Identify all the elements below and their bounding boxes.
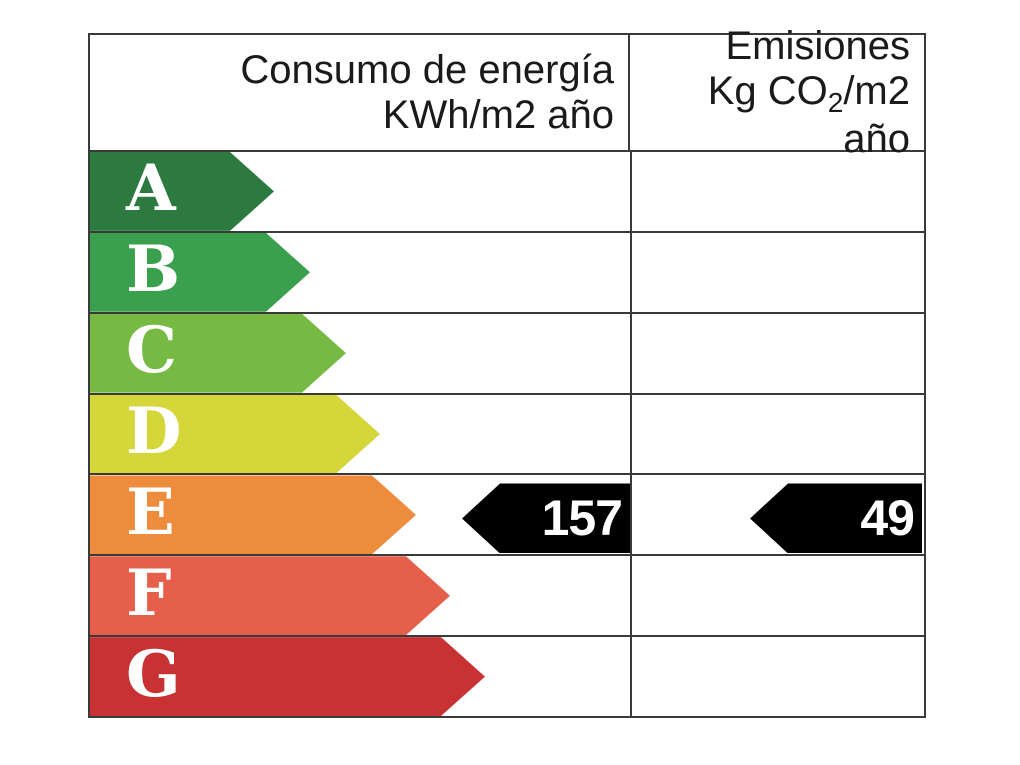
rating-letter-a: A bbox=[126, 151, 176, 227]
header-emissions-line1: Emisiones bbox=[725, 23, 910, 68]
rating-row-a: A bbox=[90, 152, 924, 233]
rating-bar-g: G bbox=[90, 637, 485, 716]
rating-bar-f: F bbox=[90, 556, 450, 635]
rating-bar-c: C bbox=[90, 314, 346, 393]
rating-letter-g: G bbox=[126, 636, 181, 712]
header-emissions-line2: Kg CO2/m2 año bbox=[630, 69, 910, 162]
header-emissions-unit-pre: Kg CO bbox=[707, 68, 828, 113]
rating-row-c: C bbox=[90, 314, 924, 395]
rating-row-f: F bbox=[90, 556, 924, 638]
table-header: Consumo de energía KWh/m2 año Emisiones … bbox=[90, 24, 924, 161]
header-consumption-line2: KWh/m2 año bbox=[382, 92, 614, 137]
column-divider-line bbox=[630, 152, 632, 716]
co2-subscript: 2 bbox=[827, 86, 844, 118]
header-emissions: Emisiones Kg CO2/m2 año bbox=[630, 24, 924, 161]
rating-letter-c: C bbox=[126, 313, 177, 389]
header-consumption: Consumo de energía KWh/m2 año bbox=[90, 35, 630, 150]
rating-rows: A B C D E bbox=[90, 152, 924, 716]
rating-letter-d: D bbox=[126, 394, 182, 469]
emissions-value-arrow-icon: 49 bbox=[750, 483, 922, 554]
header-emissions-unit-post: /m2 año bbox=[843, 68, 910, 161]
emissions-value: 49 bbox=[860, 490, 915, 547]
rating-bar-a: A bbox=[90, 152, 274, 231]
rating-table: Consumo de energía KWh/m2 año Emisiones … bbox=[88, 24, 926, 718]
rating-row-e: E 157 49 bbox=[90, 475, 924, 557]
consumption-value-arrow-icon: 157 bbox=[462, 483, 630, 554]
rating-letter-f: F bbox=[126, 555, 172, 631]
rating-bar-e: E bbox=[90, 475, 416, 554]
rating-bar-b: B bbox=[90, 233, 310, 312]
header-consumption-line1: Consumo de energía bbox=[240, 47, 614, 92]
rating-letter-e: E bbox=[126, 474, 175, 550]
consumption-value: 157 bbox=[541, 490, 623, 547]
rating-letter-b: B bbox=[126, 232, 181, 308]
rating-row-d: D bbox=[90, 395, 924, 476]
rating-row-g: G bbox=[90, 637, 924, 716]
rating-bar-d: D bbox=[90, 395, 380, 474]
rating-row-b: B bbox=[90, 233, 924, 314]
